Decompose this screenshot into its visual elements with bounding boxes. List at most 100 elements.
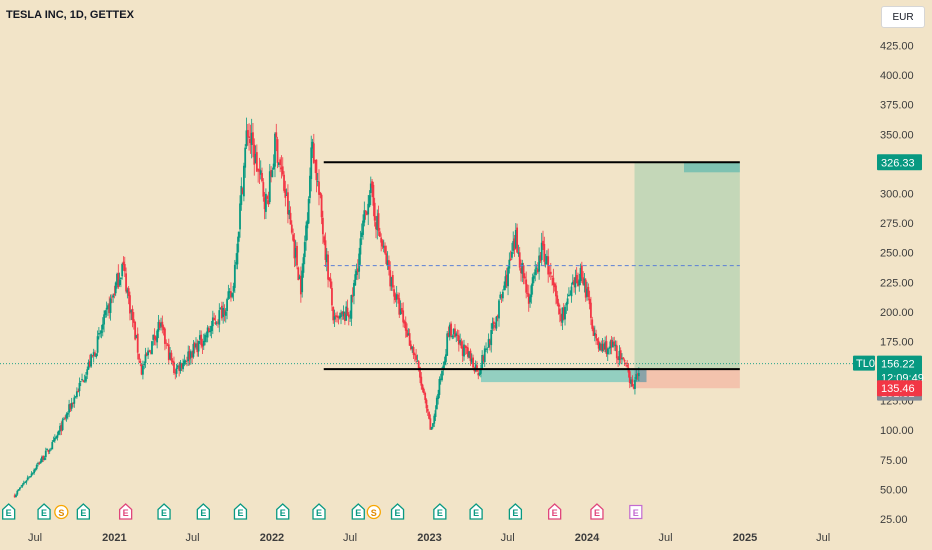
earnings-marker-icon[interactable]: E xyxy=(37,503,51,520)
candle-body xyxy=(321,217,324,235)
candle-body xyxy=(403,321,406,324)
candle-body xyxy=(17,489,20,491)
event-marker-label: E xyxy=(280,508,286,518)
candle-body xyxy=(377,213,380,231)
candle-body xyxy=(121,263,124,277)
earnings-marker-icon[interactable]: E xyxy=(157,503,171,520)
candle-body xyxy=(188,351,191,360)
candle-body xyxy=(312,143,315,163)
price-axis-label: 300.00 xyxy=(880,188,914,200)
earnings-marker-icon[interactable]: E xyxy=(433,503,447,520)
candle-body xyxy=(294,248,297,258)
price-axis-label: 225.00 xyxy=(880,277,914,289)
loss-zone[interactable] xyxy=(634,369,740,389)
earnings-marker-icon[interactable]: E xyxy=(390,503,405,520)
time-axis-label: Jul xyxy=(816,532,830,544)
candle-body xyxy=(73,397,76,404)
candle-body xyxy=(193,342,196,348)
candle-body xyxy=(267,200,270,205)
earnings-marker-icon[interactable]: E xyxy=(233,503,248,520)
candle-body xyxy=(580,265,583,278)
candle-body xyxy=(610,339,613,348)
candle-body xyxy=(622,357,625,359)
candle-body xyxy=(548,272,551,274)
candle-body xyxy=(274,133,276,167)
candle-body xyxy=(587,286,590,298)
earnings-marker-icon[interactable]: E xyxy=(118,503,133,520)
split-marker-icon[interactable]: S xyxy=(54,504,69,520)
candle-body xyxy=(527,293,530,304)
candle-body xyxy=(351,295,354,297)
candle-body xyxy=(606,348,609,355)
candle-body xyxy=(122,261,125,266)
candle-body xyxy=(529,296,531,303)
price-axis[interactable]: 425.00400.00375.00350.00325.00300.00275.… xyxy=(880,41,914,527)
candle-body xyxy=(340,312,342,317)
earnings-marker-icon[interactable]: E xyxy=(508,503,523,520)
candle-body xyxy=(131,308,134,321)
candle-body xyxy=(467,347,469,357)
candle-body xyxy=(83,380,86,382)
candle-body xyxy=(24,482,26,484)
candle-body xyxy=(222,307,225,317)
candle-body xyxy=(472,357,474,368)
candle-body xyxy=(577,281,579,287)
earnings-marker-icon[interactable]: E xyxy=(196,503,210,520)
candle-body xyxy=(632,387,635,389)
candle-body xyxy=(69,403,72,410)
candle-body xyxy=(465,346,468,348)
price-axis-label: 425.00 xyxy=(880,41,914,53)
earnings-marker-icon[interactable]: E xyxy=(2,503,16,520)
candle-body xyxy=(350,294,353,319)
event-marker-label: E xyxy=(633,508,639,518)
candle-body xyxy=(38,462,41,464)
earnings-marker-icon[interactable]: E xyxy=(312,503,326,520)
candle-body xyxy=(455,333,458,337)
position-zones[interactable] xyxy=(481,162,740,389)
candle-body xyxy=(373,202,376,221)
candle-body xyxy=(72,402,74,404)
candle-body xyxy=(486,348,489,350)
earnings-marker-icon[interactable]: E xyxy=(76,503,90,520)
drawn-lines[interactable] xyxy=(323,161,740,371)
candle-body xyxy=(95,353,98,357)
candle-body xyxy=(143,363,146,366)
candle-body xyxy=(130,310,133,313)
candle-body xyxy=(224,311,227,316)
candle-body xyxy=(126,289,129,293)
earnings-marker-icon[interactable]: E xyxy=(629,504,643,520)
candle-body xyxy=(129,295,131,314)
candle-body xyxy=(437,393,440,399)
earnings-marker-icon[interactable]: E xyxy=(548,503,562,520)
candle-body xyxy=(588,298,591,305)
candle-body xyxy=(605,341,608,355)
time-axis[interactable]: Jul 2021 Jul 2022 Jul 2023 Jul 2024 Jul 2025 Jul xyxy=(28,532,830,544)
candle-body xyxy=(571,281,574,285)
candle-body xyxy=(450,323,452,336)
candle-body xyxy=(287,192,289,215)
candle-body xyxy=(240,185,243,205)
candle-body xyxy=(166,344,169,346)
candle-body xyxy=(70,402,73,409)
candle-body xyxy=(211,317,214,327)
candle-body xyxy=(600,343,603,351)
candle-body xyxy=(64,417,67,419)
candle-body xyxy=(249,139,252,144)
profit-zone[interactable] xyxy=(634,162,740,370)
earnings-marker-icon[interactable]: E xyxy=(469,503,483,520)
candle-body xyxy=(25,480,28,483)
earnings-marker-icon[interactable]: E xyxy=(590,503,604,520)
candle-body xyxy=(307,199,310,224)
candle-body xyxy=(248,136,250,138)
earnings-marker-icon[interactable]: E xyxy=(351,503,365,520)
candle-body xyxy=(314,159,317,161)
candle-body xyxy=(187,351,190,362)
candle-body xyxy=(479,369,482,374)
candle-body xyxy=(13,495,16,498)
candle-body xyxy=(438,379,441,395)
currency-button[interactable]: EUR xyxy=(881,6,925,28)
split-marker-icon[interactable]: S xyxy=(366,504,381,520)
candle-body xyxy=(183,360,186,365)
earnings-marker-icon[interactable]: E xyxy=(276,503,290,520)
